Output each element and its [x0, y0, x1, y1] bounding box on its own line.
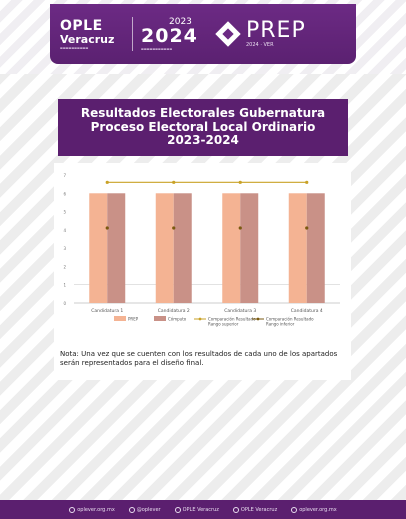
chart-note: Nota: Una vez que se cuenten con los res… — [60, 350, 338, 368]
series-point — [238, 180, 242, 184]
year-logo-bar: ▬▬▬▬▬▬▬▬▬▬▬ — [141, 46, 173, 51]
web-icon — [69, 506, 76, 513]
y-tick-label: 3 — [63, 246, 66, 251]
series-point — [172, 180, 176, 184]
facebook-icon — [174, 506, 181, 513]
page-title: Resultados Electorales Gubernatura Proce… — [58, 99, 348, 156]
bar-prep — [89, 193, 108, 303]
year-start: 2023 — [169, 16, 192, 27]
header-divider — [132, 17, 133, 51]
bar-c-mputo — [240, 193, 259, 303]
year-end: 2024 — [141, 24, 198, 47]
footer-item-label: oplever.org.mx — [77, 506, 115, 513]
series-point — [172, 226, 176, 230]
x-tick-label: Candidatura 4 — [291, 308, 323, 314]
ople-logo: OPLE Veracruz ▬▬▬▬▬▬▬▬▬▬ — [60, 19, 124, 50]
footer-item[interactable]: @oplever — [128, 506, 161, 513]
series-point — [238, 226, 242, 230]
bar-prep — [155, 193, 174, 303]
header-banner: OPLE Veracruz ▬▬▬▬▬▬▬▬▬▬ 2023 2024 ▬▬▬▬▬… — [50, 4, 356, 64]
x-tick-label: Candidatura 3 — [224, 308, 256, 314]
ople-logo-bar: ▬▬▬▬▬▬▬▬▬▬ — [60, 45, 89, 50]
prep-diamond-icon — [215, 21, 241, 47]
y-tick-label: 0 — [63, 301, 66, 306]
footer: oplever.org.mx @oplever OPLE Veracruz OP… — [0, 500, 406, 519]
prep-logo: PREP 2024 · VER — [215, 18, 306, 48]
legend-marker — [198, 317, 202, 321]
header-area: OPLE Veracruz ▬▬▬▬▬▬▬▬▬▬ 2023 2024 ▬▬▬▬▬… — [0, 0, 406, 74]
footer-item-label: OPLE Veracruz — [182, 506, 219, 513]
bar-prep — [222, 193, 241, 303]
footer-item-label: @oplever — [136, 506, 161, 513]
bar-c-mputo — [107, 193, 126, 303]
legend-label: Cómputo — [168, 317, 187, 322]
footer-item-label: OPLE Veracruz — [240, 506, 278, 513]
youtube-icon — [291, 506, 298, 513]
series-point — [105, 226, 109, 230]
title-line-3: 2023-2024 — [167, 133, 239, 148]
y-tick-label: 5 — [63, 210, 66, 215]
series-point — [305, 226, 309, 230]
x-tick-label: Candidatura 1 — [91, 308, 123, 314]
legend-swatch — [154, 316, 166, 321]
title-line-2: Proceso Electoral Local Ordinario — [90, 119, 316, 134]
instagram-icon — [232, 506, 239, 513]
twitter-icon — [128, 506, 135, 513]
bar-c-mputo — [306, 193, 325, 303]
title-line-1: Resultados Electorales Gubernatura — [80, 105, 326, 120]
legend-label: Comparación Resultado Rango inferior — [266, 317, 314, 327]
y-tick-label: 2 — [63, 264, 66, 269]
legend-swatch — [114, 316, 126, 321]
bar-prep — [288, 193, 307, 303]
chart-card: 0 1 2 3 4 5 6 7 Candidatura 1 Candidatura 2 Candid… — [54, 163, 351, 380]
x-tick-label: Candidatura 2 — [158, 308, 190, 314]
process-year-logo: 2023 2024 ▬▬▬▬▬▬▬▬▬▬▬ — [141, 16, 211, 51]
legend-label: PREP — [128, 317, 139, 322]
ople-logo-text: OPLE — [60, 17, 103, 34]
y-tick-label: 6 — [63, 191, 66, 196]
bar-c-mputo — [173, 193, 192, 303]
prep-logo-text: PREP — [246, 18, 306, 43]
prep-logo-subtext: 2024 · VER — [246, 42, 274, 48]
series-point — [105, 180, 109, 184]
series-point — [305, 180, 309, 184]
footer-item[interactable]: oplever.org.mx — [291, 506, 337, 513]
results-chart: 0 1 2 3 4 5 6 7 Candidatura 1 Candidatura 2 Candid… — [63, 173, 340, 327]
y-tick-label: 7 — [63, 173, 66, 178]
footer-item-label: oplever.org.mx — [299, 506, 337, 513]
y-tick-label: 4 — [63, 228, 66, 233]
y-tick-label: 1 — [63, 283, 66, 288]
legend-marker — [256, 317, 260, 321]
footer-item[interactable]: OPLE Veracruz — [174, 506, 219, 513]
footer-item[interactable]: oplever.org.mx — [69, 506, 115, 513]
ople-logo-name: Veracruz — [60, 32, 115, 46]
footer-item[interactable]: OPLE Veracruz — [232, 506, 278, 513]
legend-label: Comparación Resultado Rango superior — [208, 317, 256, 327]
